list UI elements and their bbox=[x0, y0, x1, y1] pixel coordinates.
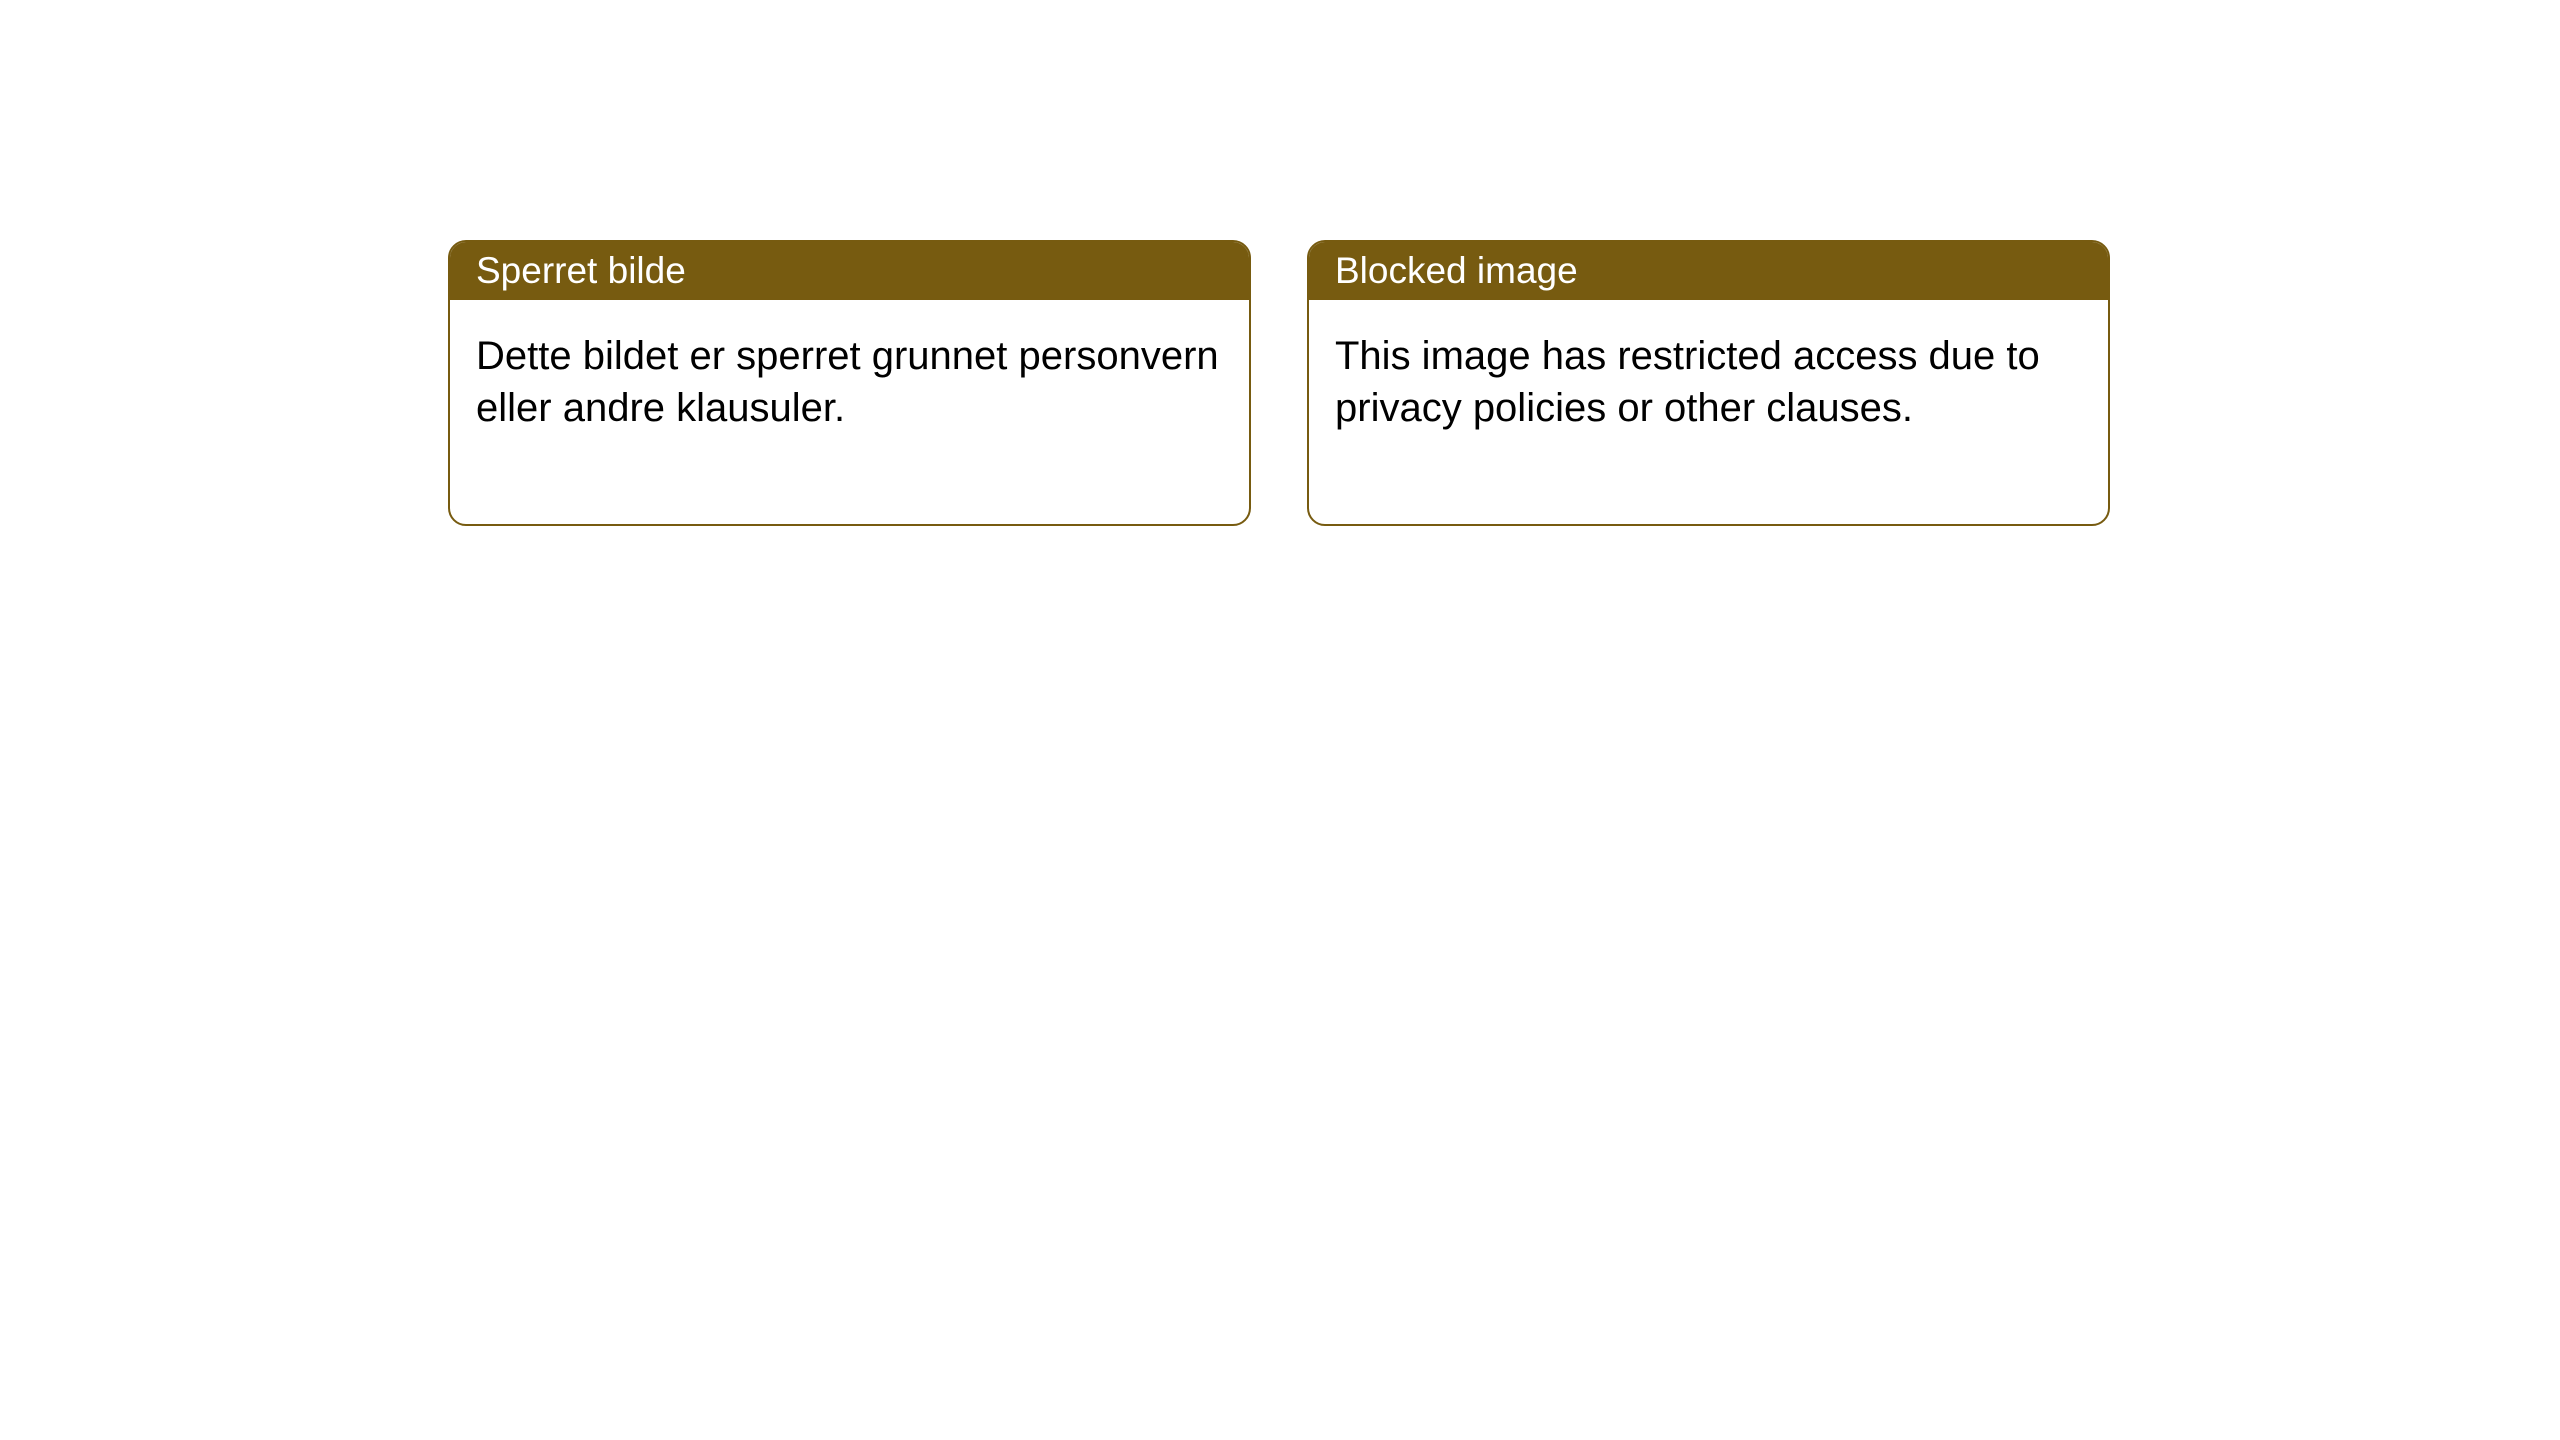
notice-header: Blocked image bbox=[1309, 242, 2108, 300]
notice-body: Dette bildet er sperret grunnet personve… bbox=[450, 300, 1249, 524]
notice-card-english: Blocked image This image has restricted … bbox=[1307, 240, 2110, 526]
notice-body: This image has restricted access due to … bbox=[1309, 300, 2108, 524]
notice-message: This image has restricted access due to … bbox=[1335, 334, 2040, 430]
notice-header: Sperret bilde bbox=[450, 242, 1249, 300]
notice-message: Dette bildet er sperret grunnet personve… bbox=[476, 334, 1219, 430]
notice-title: Blocked image bbox=[1335, 250, 1578, 291]
notices-container: Sperret bilde Dette bildet er sperret gr… bbox=[448, 240, 2110, 526]
notice-card-norwegian: Sperret bilde Dette bildet er sperret gr… bbox=[448, 240, 1251, 526]
notice-title: Sperret bilde bbox=[476, 250, 686, 291]
